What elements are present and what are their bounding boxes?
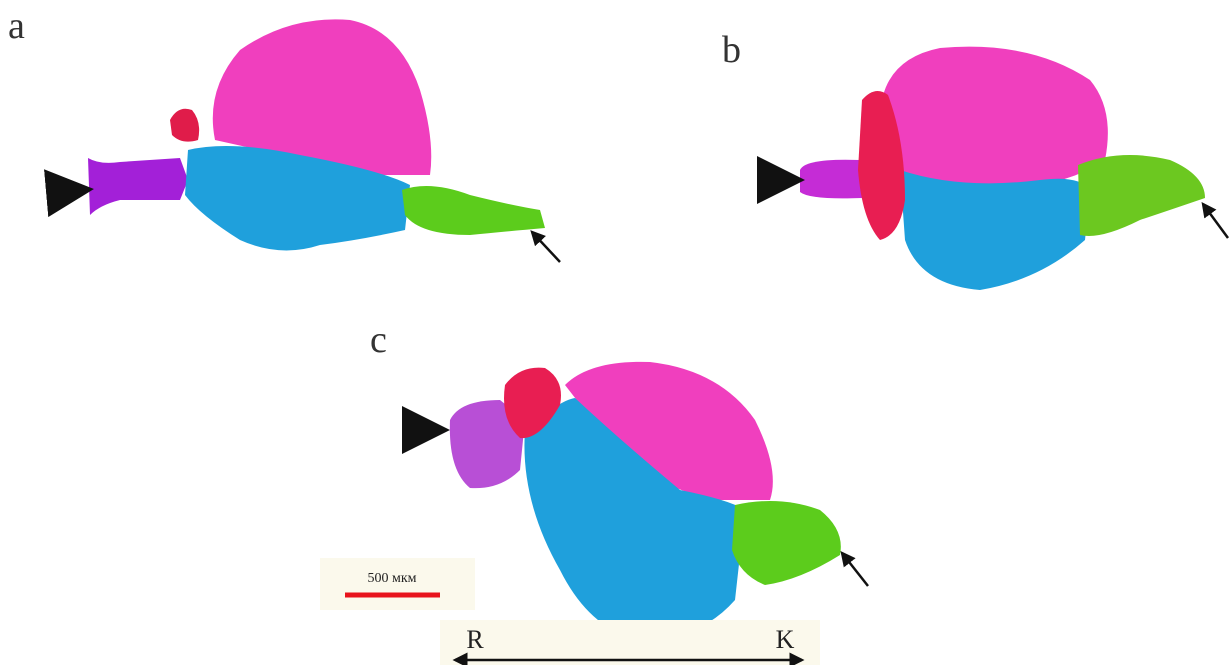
panel-label: a	[8, 5, 25, 47]
figure: a b c 500 мкм R K	[0, 0, 1230, 665]
orientation-left: R	[466, 625, 484, 654]
page: {"panels": [{"label": "a"}, {"label": "b…	[0, 0, 1230, 665]
panel-a-model	[48, 19, 560, 262]
orientation-box	[440, 620, 820, 665]
panel-label: b	[722, 29, 741, 71]
scale-label: 500 мкм	[367, 571, 416, 586]
panel-label: c	[370, 319, 387, 361]
panel-b-model	[758, 47, 1228, 290]
orientation-right: K	[776, 625, 795, 654]
